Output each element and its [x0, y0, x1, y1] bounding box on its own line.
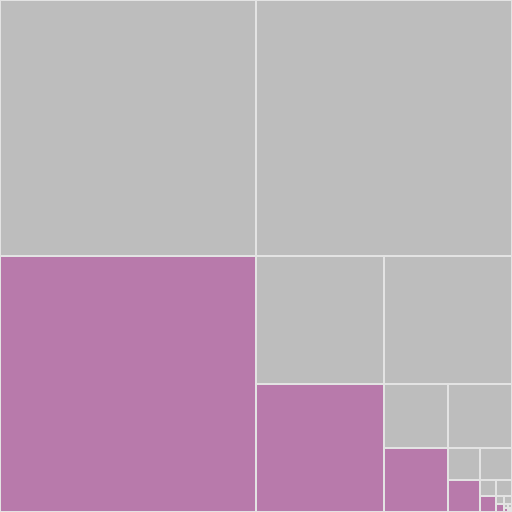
- gray-square: [384, 256, 512, 384]
- gray-square: [508, 504, 512, 508]
- gray-square: [384, 384, 448, 448]
- gray-square: [496, 496, 504, 504]
- gray-square: [480, 480, 496, 496]
- gray-square: [448, 384, 512, 448]
- magenta-square: [504, 508, 508, 512]
- gray-square: [480, 448, 512, 480]
- magenta-square: [0, 256, 256, 512]
- gray-square: [504, 496, 512, 504]
- magenta-square: [508, 510, 510, 512]
- gray-square: [448, 448, 480, 480]
- magenta-square: [384, 448, 448, 512]
- gray-square: [496, 480, 512, 496]
- gray-square: [510, 508, 512, 510]
- magenta-square: [448, 480, 480, 512]
- magenta-square: [496, 504, 504, 512]
- gray-square: [256, 256, 384, 384]
- gray-square: [510, 510, 512, 512]
- gray-square: [0, 0, 256, 256]
- magenta-square: [256, 384, 384, 512]
- gray-square: [256, 0, 512, 256]
- magenta-square: [480, 496, 496, 512]
- gray-square: [508, 508, 510, 510]
- gray-square: [504, 504, 508, 508]
